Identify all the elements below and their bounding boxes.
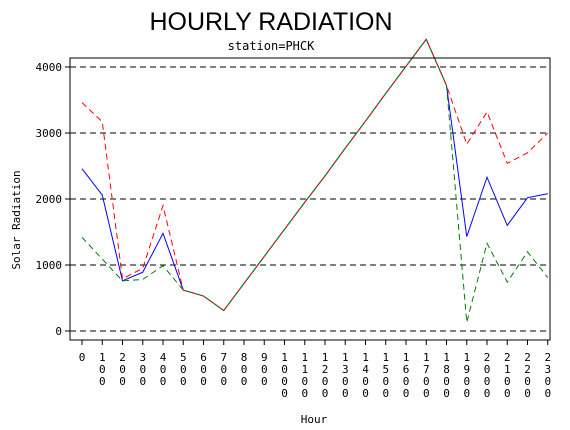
- x-axis-label: Hour: [301, 413, 328, 426]
- series-line-2: [81, 38, 549, 312]
- x-tick-label: 0: [79, 351, 86, 364]
- y-tick-label: 1000: [36, 259, 63, 272]
- y-tick-label: 2000: [36, 193, 63, 206]
- chart-title: HOURLY RADIATION: [149, 8, 392, 36]
- data-lines: [81, 38, 549, 323]
- series-line-3: [81, 38, 549, 323]
- chart-subtitle: station=PHCK: [228, 39, 315, 53]
- x-axis: 0 1 0 0 2 0 0 3 0 0 4 0 0 5 0 0 6 0 0 7 0 0 8 0 0 9 0 0 1 0 0 0 1 1 0 0 1 2 0 0…: [79, 340, 551, 400]
- y-axis: 0 1000 2000 3000 4000: [36, 61, 70, 338]
- y-tick-label: 3000: [36, 127, 63, 140]
- y-tick-label: 0: [55, 325, 62, 338]
- y-axis-label: Solar Radiation: [10, 170, 23, 269]
- series-line-1: [81, 38, 548, 312]
- plot-frame: [69, 57, 551, 341]
- y-tick-label: 4000: [36, 61, 63, 74]
- grid-lines: [70, 66, 550, 332]
